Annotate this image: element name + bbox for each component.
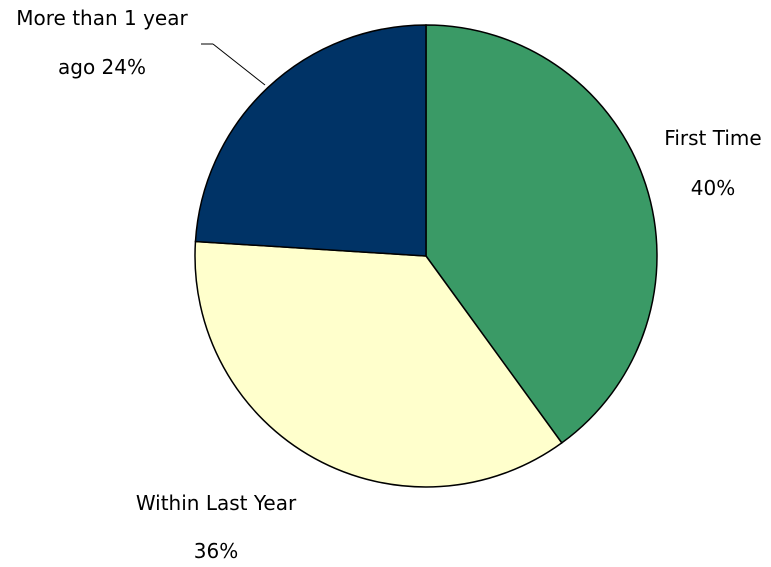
pie-slice-first-time [425,24,658,444]
pie-slice-more-than-1-year [194,24,427,257]
slice-value-first-time: 40% [691,176,735,200]
pie-slices [194,24,658,488]
leader-line-more-than-1-year-diagonal [212,43,266,86]
slice-label-first-time: First Time [664,126,761,150]
slice-label-within-last-year: Within Last Year [136,491,297,515]
slice-value-more-than-1-year: ago 24% [58,55,146,79]
pie-slice-within-last-year [194,240,563,488]
slice-value-within-last-year: 36% [194,539,238,563]
slice-label-more-than-1-year: More than 1 year [16,6,188,30]
